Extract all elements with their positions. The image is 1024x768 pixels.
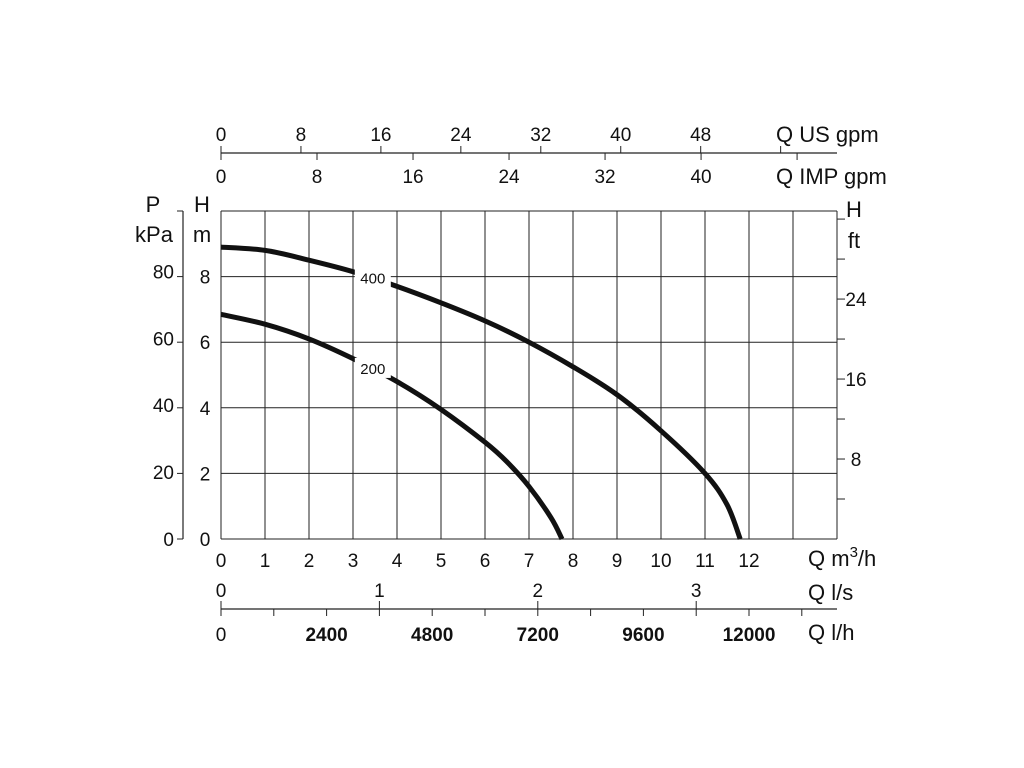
x-tick-label-us-gpm: 48 (690, 125, 711, 146)
x-tick-label-m3h: 9 (612, 551, 623, 572)
y-tick-label-kpa: 40 (153, 396, 174, 417)
head-ft-axis-title: H (846, 197, 862, 222)
y-tick-label-ft: 16 (845, 370, 866, 391)
series-label: 200 (360, 361, 385, 378)
series-line-200 (220, 311, 565, 541)
ls-axis-title: Q l/s (808, 580, 853, 605)
x-tick-label-m3h: 11 (695, 551, 715, 572)
x-tick-label-lh: 7200 (517, 625, 559, 646)
x-tick-label-us-gpm: 32 (530, 125, 551, 146)
x-tick-label-lh: 2400 (305, 625, 347, 646)
axes (177, 146, 845, 616)
x-tick-label-ls: 0 (216, 581, 227, 602)
y-tick-label-kpa: 60 (153, 329, 174, 350)
x-tick-label-m3h: 4 (392, 551, 403, 572)
series: 400 200 (220, 244, 743, 541)
x-tick-label-imp-gpm: 24 (498, 167, 520, 188)
grid (220, 210, 838, 540)
y-tick-label-ft: 8 (851, 450, 862, 471)
x-tick-label-imp-gpm: 40 (690, 167, 711, 188)
x-tick-label-ls: 3 (691, 581, 702, 602)
head-ft-axis-unit: ft (848, 228, 860, 253)
y-tick-label-kpa: 0 (163, 530, 174, 551)
us-gpm-axis-title: Q US gpm (776, 122, 879, 147)
y-tick-label-m: 6 (200, 333, 211, 354)
y-tick-label-m: 4 (200, 399, 211, 420)
x-tick-label-ls: 1 (374, 581, 385, 602)
pressure-axis-title: P (146, 192, 161, 217)
y-tick-label-kpa: 20 (153, 463, 174, 484)
head-m-axis-unit: m (193, 222, 211, 247)
x-tick-label-m3h: 6 (480, 551, 491, 572)
imp-gpm-axis-title: Q IMP gpm (776, 164, 887, 189)
x-tick-label-imp-gpm: 16 (402, 167, 423, 188)
x-tick-label-m3h: 0 (216, 551, 227, 572)
x-tick-label-ls: 2 (533, 581, 544, 602)
x-tick-label-lh: 0 (216, 625, 227, 646)
x-tick-label-imp-gpm: 8 (312, 167, 323, 188)
x-tick-label-lh: 12000 (723, 625, 776, 646)
x-tick-label-m3h: 3 (348, 551, 359, 572)
x-tick-label-us-gpm: 16 (370, 125, 391, 146)
axis-labels: Q m3/h Q l/s Q l/h Q US gpm Q IMP gpm P … (135, 122, 887, 645)
x-tick-label-m3h: 2 (304, 551, 315, 572)
x-tick-label-m3h: 1 (260, 551, 271, 572)
x-tick-label-us-gpm: 40 (610, 125, 631, 146)
bottom-axis-title: Q m3/h (808, 544, 876, 571)
x-tick-label-us-gpm: 0 (216, 125, 227, 146)
series-label-bg (354, 357, 391, 378)
x-tick-label-imp-gpm: 0 (216, 167, 227, 188)
pressure-axis-unit: kPa (135, 222, 174, 247)
x-tick-label-m3h: 12 (738, 551, 759, 572)
x-tick-label-us-gpm: 24 (450, 125, 472, 146)
x-tick-label-m3h: 8 (568, 551, 579, 572)
x-tick-label-m3h: 10 (650, 551, 671, 572)
series-label-bg (354, 267, 391, 288)
y-tick-label-m: 8 (200, 268, 211, 289)
x-tick-label-m3h: 7 (524, 551, 535, 572)
tick-labels: 0 1 2 3 4 5 6 7 8 9 10 11 120 1 2 30 2400 4800 7200 9600 120… (153, 125, 867, 646)
y-tick-label-m: 2 (200, 464, 211, 485)
y-tick-label-m: 0 (200, 530, 211, 551)
series-line-400 (220, 244, 743, 540)
y-tick-label-ft: 24 (845, 290, 867, 311)
x-tick-label-m3h: 5 (436, 551, 447, 572)
x-tick-label-imp-gpm: 32 (594, 167, 615, 188)
series-label: 400 (360, 270, 385, 287)
head-m-axis-title: H (194, 192, 210, 217)
x-tick-label-lh: 9600 (622, 625, 664, 646)
x-tick-label-us-gpm: 8 (296, 125, 307, 146)
lh-axis-title: Q l/h (808, 620, 854, 645)
y-tick-label-kpa: 80 (153, 262, 174, 283)
x-tick-label-lh: 4800 (411, 625, 453, 646)
